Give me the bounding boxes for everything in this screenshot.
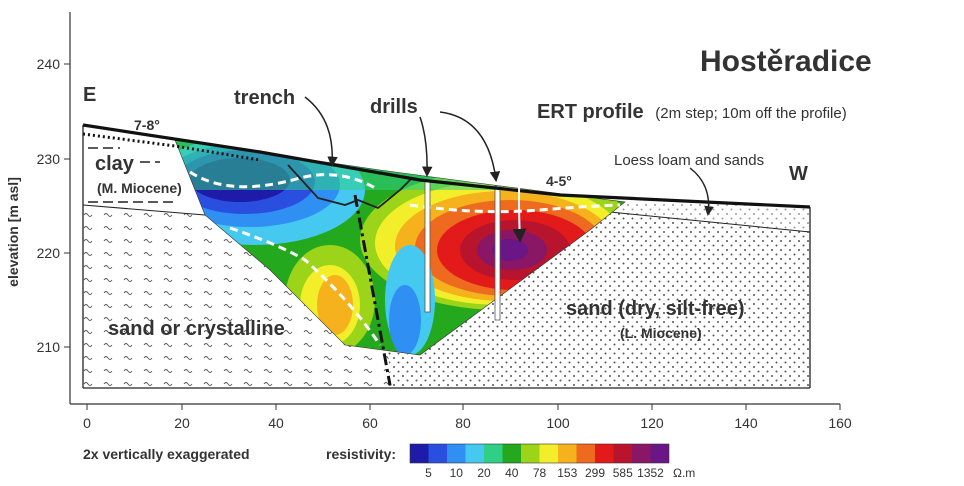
legend-swatch bbox=[632, 444, 651, 463]
legend-swatch bbox=[521, 444, 540, 463]
y-axis-label: elevation [m asl] bbox=[5, 177, 21, 287]
drill-2 bbox=[494, 185, 501, 321]
legend-swatch bbox=[465, 444, 484, 463]
drill-1 bbox=[424, 179, 431, 313]
x-tick-label: 0 bbox=[83, 415, 91, 431]
x-tick-label: 140 bbox=[734, 415, 758, 431]
x-tick-label: 60 bbox=[362, 415, 378, 431]
legend-value-label: 5 bbox=[425, 466, 432, 480]
ert-label-note: (2m step; 10m off the profile) bbox=[655, 105, 846, 122]
x-tick-label: 160 bbox=[828, 415, 852, 431]
x-tick-label: 40 bbox=[268, 415, 284, 431]
sand-age-label: (L. Miocene) bbox=[620, 325, 702, 341]
resistivity-legend: resistivity: 5 10 20 40 78 153 299 585 1352 Ω.m bbox=[326, 443, 695, 480]
legend-swatch bbox=[613, 444, 632, 463]
trench-label: trench bbox=[234, 87, 295, 109]
legend-swatch bbox=[428, 444, 447, 463]
legend-swatch bbox=[539, 444, 558, 463]
legend-value-label: 40 bbox=[505, 466, 519, 480]
x-tick-label: 80 bbox=[455, 415, 471, 431]
legend-value-label: 153 bbox=[557, 466, 577, 480]
y-tick-label: 240 bbox=[37, 56, 61, 72]
legend-swatch bbox=[576, 444, 595, 463]
legend-value-label: 585 bbox=[613, 466, 633, 480]
clay-age-label: (M. Miocene) bbox=[97, 180, 182, 196]
clay-label: clay bbox=[95, 153, 135, 175]
x-ticks: 0 20 40 60 80 100 120 140 160 bbox=[83, 404, 852, 431]
x-tick-label: 20 bbox=[174, 415, 190, 431]
west-label: W bbox=[789, 163, 808, 185]
clay-unit bbox=[83, 125, 205, 215]
legend-unit: Ω.m bbox=[673, 466, 695, 480]
trench-outline bbox=[287, 164, 413, 210]
ert-label-main: ERT profile bbox=[537, 101, 644, 123]
axes: 240 230 220 210 elevation [m asl] 0 20 4… bbox=[5, 12, 852, 431]
slope-east: 7-8° bbox=[134, 117, 160, 133]
legend-swatches bbox=[409, 443, 670, 464]
legend-swatch bbox=[502, 444, 521, 463]
ground-surface bbox=[82, 123, 811, 209]
fault-line bbox=[353, 194, 392, 386]
drills-arrow-2 bbox=[439, 111, 501, 183]
legend-swatch bbox=[558, 444, 577, 463]
y-tick-label: 210 bbox=[37, 339, 61, 355]
legend-swatch bbox=[650, 444, 669, 463]
trench-arrow bbox=[304, 96, 338, 168]
x-tick-label: 120 bbox=[640, 415, 664, 431]
legend-value-label: 1352 bbox=[637, 466, 664, 480]
drills-arrow-1 bbox=[419, 116, 433, 178]
legend-value-label: 78 bbox=[533, 466, 547, 480]
geology bbox=[82, 125, 811, 389]
sand-dry-label: sand (dry, silt-free) bbox=[566, 298, 745, 320]
loess-label: Loess loam and sands bbox=[614, 152, 764, 169]
interpreted-boundaries bbox=[189, 170, 621, 346]
exaggeration-note: 2x vertically exaggerated bbox=[83, 446, 250, 462]
legend-value-label: 10 bbox=[450, 466, 464, 480]
legend-swatch bbox=[484, 444, 503, 463]
legend-border bbox=[409, 443, 670, 464]
legend-labels: 5 10 20 40 78 153 299 585 1352 bbox=[425, 466, 664, 480]
legend-title: resistivity: bbox=[326, 446, 396, 462]
legend-value-label: 299 bbox=[585, 466, 605, 480]
y-ticks: 240 230 220 210 bbox=[37, 56, 70, 355]
drills-label: drills bbox=[370, 96, 418, 118]
ert-arrow bbox=[512, 109, 536, 243]
slope-west: 4-5° bbox=[546, 173, 572, 189]
title: Hostěradice bbox=[700, 45, 872, 78]
east-label: E bbox=[83, 84, 96, 106]
ert-label: ERT profile (2m step; 10m off the profil… bbox=[537, 101, 847, 123]
y-tick-label: 220 bbox=[37, 245, 61, 261]
legend-swatch bbox=[410, 444, 429, 463]
y-tick-label: 230 bbox=[37, 151, 61, 167]
sand-crystalline-label: sand or crystalline bbox=[108, 318, 285, 340]
legend-swatch bbox=[447, 444, 466, 463]
legend-swatch bbox=[595, 444, 614, 463]
legend-value-label: 20 bbox=[477, 466, 491, 480]
x-tick-label: 100 bbox=[546, 415, 570, 431]
loess-arrow bbox=[689, 167, 714, 216]
